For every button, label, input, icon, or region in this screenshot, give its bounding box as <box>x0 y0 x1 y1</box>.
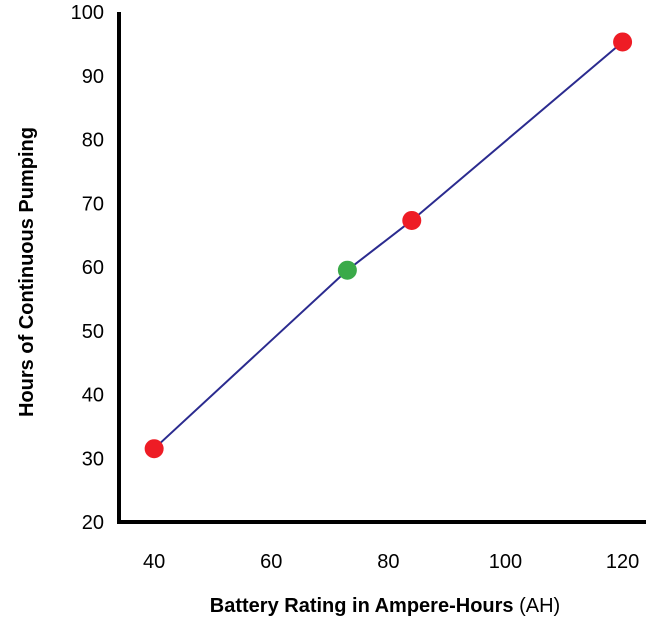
x-tick-label: 100 <box>489 551 522 573</box>
y-tick-label: 60 <box>82 257 104 279</box>
y-tick-label: 30 <box>82 448 104 470</box>
y-tick-label: 100 <box>71 2 104 24</box>
data-point <box>402 210 422 230</box>
y-tick-label: 20 <box>82 512 104 534</box>
x-axis-title: Battery Rating in Ampere-Hours (AH) <box>210 595 560 617</box>
data-point <box>613 32 633 52</box>
y-tick-label: 40 <box>82 385 104 407</box>
data-series <box>144 32 633 459</box>
y-tick-labels: 20 30 40 50 60 70 80 90 100 <box>71 2 104 534</box>
x-axis-title-main: Battery Rating in Ampere-Hours <box>210 595 514 617</box>
y-tick-label: 70 <box>82 193 104 215</box>
x-axis-title-unit: (AH) <box>519 595 560 617</box>
y-tick-label: 50 <box>82 321 104 343</box>
x-tick-label: 40 <box>143 551 165 573</box>
x-tick-label: 80 <box>377 551 399 573</box>
y-axis-title: Hours of Continuous Pumping <box>16 127 38 417</box>
y-tick-label: 80 <box>82 130 104 152</box>
x-tick-label: 60 <box>260 551 282 573</box>
data-point <box>144 439 164 459</box>
series-line <box>153 41 624 450</box>
x-tick-labels: 40 60 80 100 120 <box>143 551 639 573</box>
y-tick-label: 90 <box>82 66 104 88</box>
x-tick-label: 120 <box>606 551 639 573</box>
data-point <box>337 260 357 280</box>
